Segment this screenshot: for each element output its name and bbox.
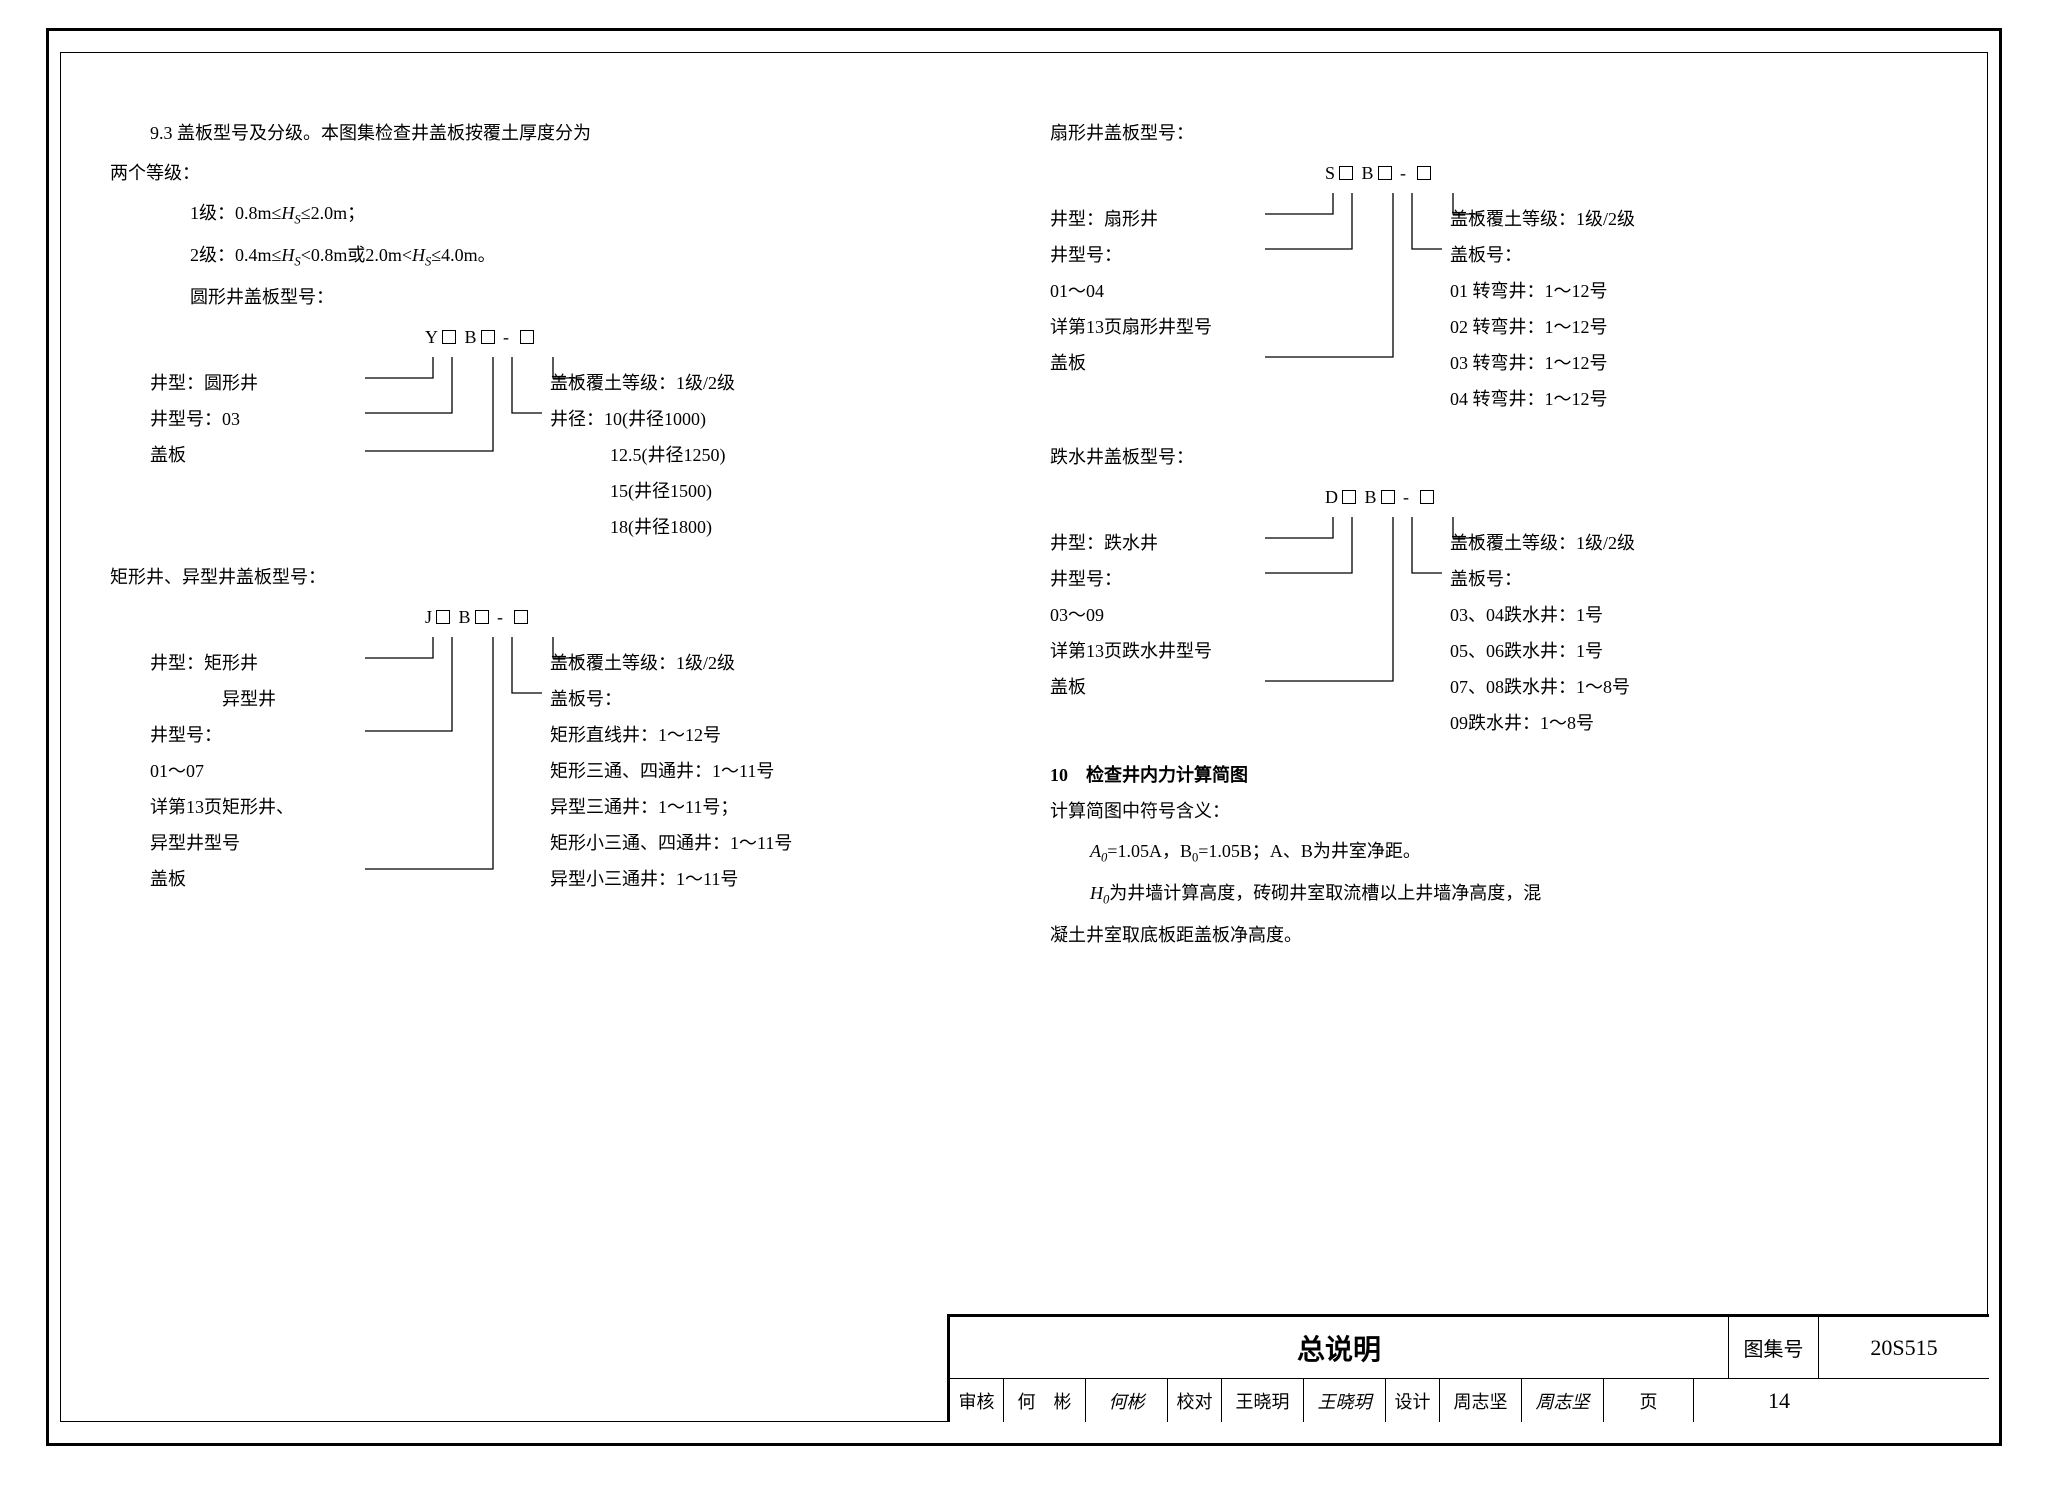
circular-title: 圆形井盖板型号：	[110, 279, 990, 315]
d-code-block: D B - 井型：跌水井 井型号：	[1050, 483, 1930, 741]
page-number: 14	[1694, 1379, 1864, 1422]
y-right-5: 18(井径1800)	[550, 509, 790, 545]
reviewer-sig: 何彬	[1086, 1379, 1168, 1422]
sec10-p3: H0为井墙计算高度，砖砌井室取流槽以上井墙净高度，混	[1050, 875, 1930, 913]
designer-name: 周志坚	[1440, 1379, 1522, 1422]
d-right-6: 09跌水井：1～8号	[1450, 705, 1790, 741]
s-code-block: S B - 井型：扇形井 井型号：	[1050, 159, 1930, 417]
title-block-row1: 总说明 图集号 20S515	[950, 1317, 1989, 1379]
j-code-block: J B - 井型：矩形井 异型井 井	[150, 603, 990, 897]
checker-sig: 王晓玥	[1304, 1379, 1386, 1422]
set-label: 图集号	[1729, 1317, 1819, 1378]
lvl1-pre: 1级：0.8m≤	[190, 203, 281, 223]
fan-title: 扇形井盖板型号：	[1050, 115, 1930, 151]
right-column: 扇形井盖板型号： S B -	[1050, 115, 1930, 957]
j-leader-lines	[150, 603, 990, 883]
section-10-title: 10 检查井内力计算简图	[1050, 761, 1930, 787]
review-label: 审核	[950, 1379, 1004, 1422]
sec10-p1: 计算简图中符号含义：	[1050, 793, 1930, 829]
s-leader-lines	[1050, 159, 1890, 379]
p-9-3-line2: 两个等级：	[110, 155, 990, 191]
sec10-p2: A0=1.05A，B0=1.05B；A、B为井室净距。	[1050, 833, 1930, 871]
left-column: 9.3 盖板型号及分级。本图集检查井盖板按覆土厚度分为 两个等级： 1级：0.8…	[110, 115, 990, 957]
doc-title: 总说明	[950, 1317, 1729, 1378]
design-label: 设计	[1386, 1379, 1440, 1422]
hs1: HS	[281, 203, 300, 223]
rect-title: 矩形井、异型井盖板型号：	[110, 559, 990, 595]
title-block: 总说明 图集号 20S515 审核 何 彬 何彬 校对 王晓玥 王晓玥 设计 周…	[947, 1314, 1989, 1422]
checker-name: 王晓玥	[1222, 1379, 1304, 1422]
d-leader-lines	[1050, 483, 1890, 703]
p-9-3-line1: 9.3 盖板型号及分级。本图集检查井盖板按覆土厚度分为	[110, 115, 990, 151]
sec10-p4: 凝土井室取底板距盖板净高度。	[1050, 917, 1930, 953]
y-code-block: Y B - 井型：圆形井 井型号：03	[150, 323, 990, 545]
s-right-6: 04 转弯井：1～12号	[1450, 381, 1790, 417]
title-block-row2: 审核 何 彬 何彬 校对 王晓玥 王晓玥 设计 周志坚 周志坚 页 14	[950, 1379, 1989, 1422]
lvl1-post: ≤2.0m；	[301, 203, 365, 223]
drop-title: 跌水井盖板型号：	[1050, 439, 1930, 475]
reviewer-name: 何 彬	[1004, 1379, 1086, 1422]
p-level1: 1级：0.8m≤HS≤2.0m；	[110, 195, 990, 233]
set-value: 20S515	[1819, 1317, 1989, 1378]
lvl2-pre: 2级：0.4m≤	[190, 245, 281, 265]
p-level2: 2级：0.4m≤HS<0.8m或2.0m<HS≤4.0m。	[110, 237, 990, 275]
designer-sig: 周志坚	[1522, 1379, 1604, 1422]
document-content: 9.3 盖板型号及分级。本图集检查井盖板按覆土厚度分为 两个等级： 1级：0.8…	[110, 115, 1970, 957]
check-label: 校对	[1168, 1379, 1222, 1422]
y-leader-lines	[150, 323, 990, 483]
page-label: 页	[1604, 1379, 1694, 1422]
